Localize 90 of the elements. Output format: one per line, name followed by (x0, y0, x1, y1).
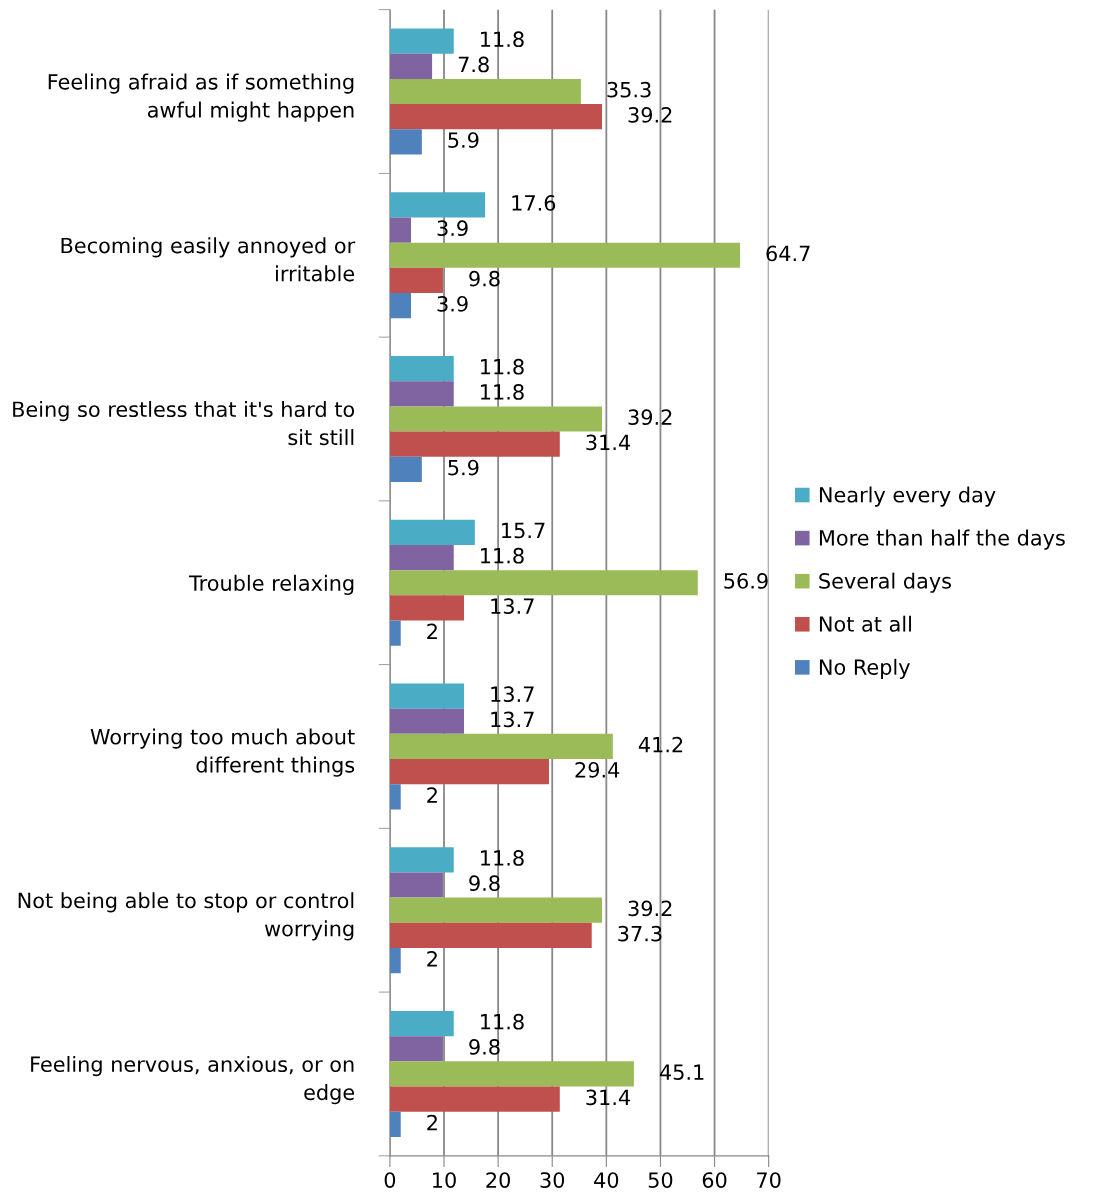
y-tick-label: Being so restless that it's hard to sit still (13, 401, 355, 446)
data-label: 7.8 (458, 56, 489, 73)
x-tick-label: 50 (648, 1172, 673, 1188)
data-label: 2 (427, 787, 437, 803)
bar (389, 381, 454, 407)
data-label: 11.8 (481, 384, 524, 400)
bar (389, 104, 603, 130)
bar (389, 78, 581, 105)
x-tick-label: 0 (384, 1172, 396, 1188)
bar (389, 872, 443, 898)
data-label: 31.4 (586, 434, 631, 451)
bar (389, 759, 549, 785)
bar (389, 53, 433, 79)
y-tick-label: Becoming easily annoyed or irritable (61, 237, 356, 282)
data-label: 13.7 (491, 686, 534, 703)
legend-label: Nearly every day (819, 486, 996, 507)
bar (389, 595, 465, 621)
bar (389, 431, 560, 457)
bar (389, 28, 454, 54)
bar (389, 267, 443, 294)
legend-label: More than half the days (819, 529, 1065, 550)
data-label: 45.1 (659, 1064, 704, 1081)
bar (389, 683, 465, 709)
y-tick-label: Feeling afraid as if something awful might happen (48, 73, 354, 122)
x-tick-label: 60 (702, 1172, 727, 1188)
data-label: 15.7 (502, 522, 545, 539)
bar (389, 897, 603, 923)
data-label: 2 (427, 623, 437, 639)
bar (389, 1111, 401, 1138)
data-label: 11.8 (481, 31, 524, 48)
bar (389, 217, 411, 243)
legend-label: No Reply (819, 658, 910, 679)
bar (389, 733, 613, 760)
bar (389, 708, 465, 734)
data-label: 31.4 (586, 1089, 631, 1106)
data-label: 3.9 (437, 220, 468, 237)
bar (389, 1086, 560, 1112)
bar (389, 293, 411, 319)
bar (389, 1061, 634, 1087)
bar (389, 456, 422, 483)
bar (389, 519, 475, 545)
x-tick-label: 10 (433, 1172, 456, 1188)
y-tick-label: Trouble relaxing (188, 574, 354, 595)
bar (389, 129, 422, 155)
bar (389, 620, 401, 646)
x-tick-label: 40 (594, 1172, 619, 1188)
data-label: 11.8 (481, 358, 524, 375)
data-label: 39.2 (628, 900, 672, 917)
data-label: 13.7 (491, 711, 534, 728)
bar (389, 192, 486, 218)
bar (389, 355, 454, 382)
data-label: 11.8 (481, 547, 524, 564)
data-label: 64.7 (766, 245, 810, 262)
bar (389, 948, 401, 974)
bar (389, 570, 698, 596)
bar (389, 242, 740, 268)
y-tick-label: Feeling nervous, anxious, or on edge (31, 1055, 355, 1105)
data-label: 39.2 (628, 107, 672, 123)
bar (389, 1036, 443, 1062)
data-label: 9.8 (469, 875, 500, 892)
bar (389, 847, 454, 873)
data-label: 2 (427, 1114, 437, 1131)
data-label: 35.3 (607, 81, 651, 98)
data-label: 11.8 (481, 1013, 524, 1030)
bar (389, 784, 401, 810)
data-label: 9.8 (469, 1039, 500, 1055)
data-label: 41.2 (638, 736, 683, 753)
legend-label: Not at all (819, 615, 911, 632)
data-label: 56.9 (724, 573, 768, 589)
bar (389, 406, 603, 432)
data-label: 39.2 (628, 409, 672, 426)
data-label: 17.6 (512, 195, 556, 211)
data-label: 9.8 (469, 270, 500, 287)
data-label: 3.9 (437, 295, 468, 312)
bar (389, 544, 454, 571)
y-tick-label: Not being able to stop or control worrying (18, 892, 354, 941)
x-tick-label: 70 (757, 1172, 781, 1188)
y-tick-label: Worrying too much about different things (90, 728, 355, 777)
data-label: 37.3 (618, 925, 662, 942)
data-label: 13.7 (491, 598, 534, 614)
data-label: 29.4 (575, 761, 620, 778)
x-tick-label: 20 (486, 1172, 510, 1188)
data-label: 2 (427, 950, 437, 967)
x-tick-label: 30 (540, 1172, 565, 1188)
legend-label: Several days (819, 572, 951, 593)
data-label: 5.9 (448, 459, 479, 476)
bar (389, 1010, 454, 1037)
data-label: 5.9 (448, 132, 479, 148)
data-label: 11.8 (481, 850, 524, 866)
bar (389, 922, 592, 949)
